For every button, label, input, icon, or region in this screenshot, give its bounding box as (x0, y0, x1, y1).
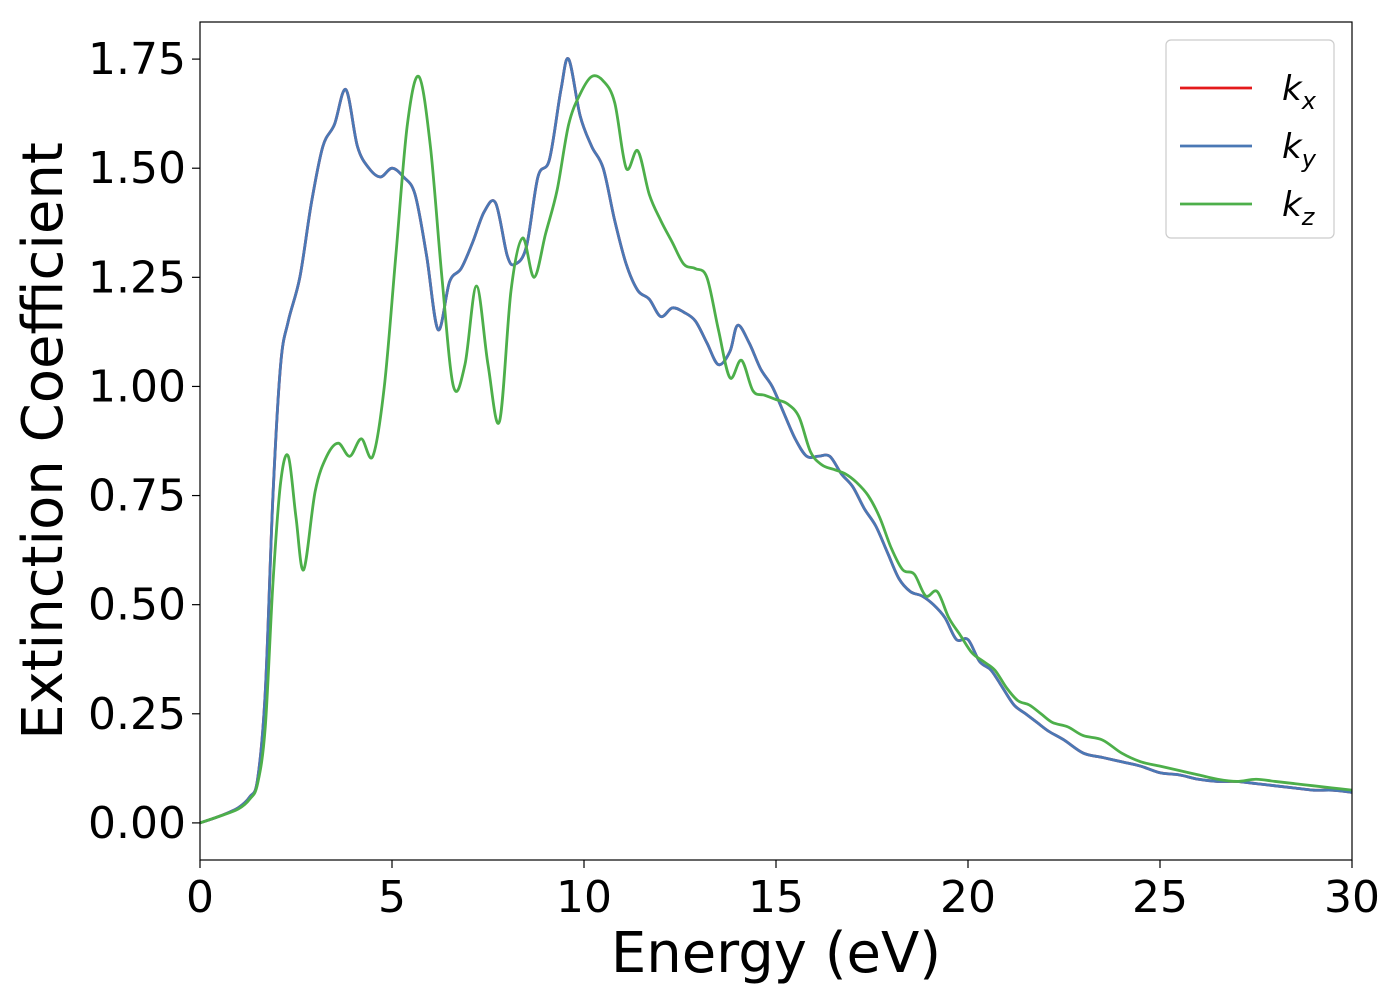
x-tick-label: 25 (1132, 872, 1188, 923)
y-tick-label: 0.75 (88, 471, 186, 522)
legend-box (1165, 39, 1335, 239)
y-tick-label: 0.25 (88, 689, 186, 740)
x-axis-ticks: 0 5 10 15 20 25 30 (186, 860, 1380, 923)
series-line-y (200, 57, 1352, 825)
y-tick-label: 1.75 (88, 34, 186, 85)
legend-label-z: kz (1282, 185, 1316, 231)
y-axis-ticks: 0.00 0.25 0.50 0.75 1.00 1.25 1.50 1.75 (88, 34, 200, 849)
y-tick-label: 1.50 (88, 143, 186, 194)
x-tick-label: 15 (748, 872, 804, 923)
series-line-z (200, 74, 1352, 825)
legend: kx ky kz (1165, 39, 1335, 239)
legend-label-x: kx (1282, 69, 1317, 115)
legend-label-y: ky (1282, 127, 1317, 173)
x-tick-label: 5 (378, 872, 406, 923)
x-tick-label: 10 (556, 872, 612, 923)
y-tick-label: 1.00 (88, 361, 186, 412)
x-tick-label: 20 (940, 872, 996, 923)
x-tick-label: 30 (1324, 872, 1380, 923)
y-axis-label: Extinction Coefficient (11, 142, 76, 740)
y-tick-label: 0.50 (88, 580, 186, 631)
x-tick-label: 0 (186, 872, 214, 923)
y-tick-label: 0.00 (88, 798, 186, 849)
x-axis-label: Energy (eV) (611, 921, 941, 986)
series-layer (200, 57, 1352, 825)
y-tick-label: 1.25 (88, 252, 186, 303)
